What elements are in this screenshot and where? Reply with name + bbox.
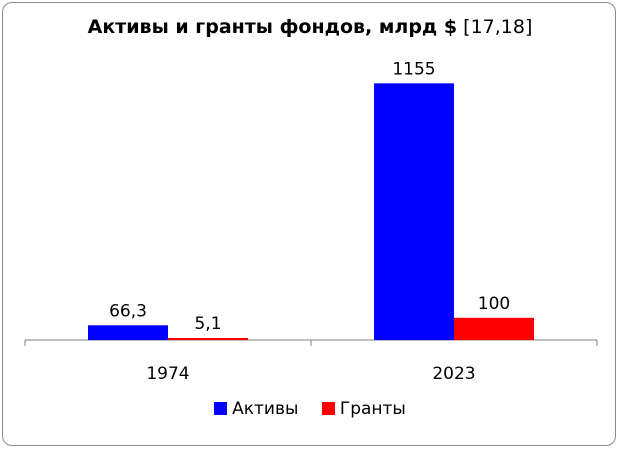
bar-grants-1974 [168, 338, 248, 340]
bar-grants-2023 [454, 317, 534, 340]
x-tick-label-2023: 2023 [432, 364, 475, 384]
data-label-grants-2023: 100 [478, 294, 510, 314]
x-tick-label-1974: 1974 [146, 364, 189, 384]
chart-title-reference: [17,18] [463, 16, 533, 38]
chart-title-text: Активы и гранты фондов, млрд $ [87, 16, 458, 38]
chart-title: Активы и гранты фондов, млрд $ [17,18] [0, 16, 620, 38]
bar-assets-2023 [374, 83, 454, 340]
data-label-assets-2023: 1155 [392, 59, 435, 79]
data-label-grants-1974: 5,1 [194, 314, 221, 334]
legend-item-assets: Активы [214, 399, 298, 419]
legend-swatch-grants [321, 402, 335, 415]
legend-swatch-assets [214, 402, 228, 415]
chart-frame [2, 2, 616, 446]
chart-legend: Активы Гранты [0, 399, 620, 419]
legend-label-grants: Гранты [339, 399, 406, 419]
legend-label-assets: Активы [232, 399, 299, 419]
bar-assets-1974 [88, 325, 168, 340]
legend-item-grants: Гранты [321, 399, 406, 419]
data-label-assets-1974: 66,3 [109, 301, 147, 321]
